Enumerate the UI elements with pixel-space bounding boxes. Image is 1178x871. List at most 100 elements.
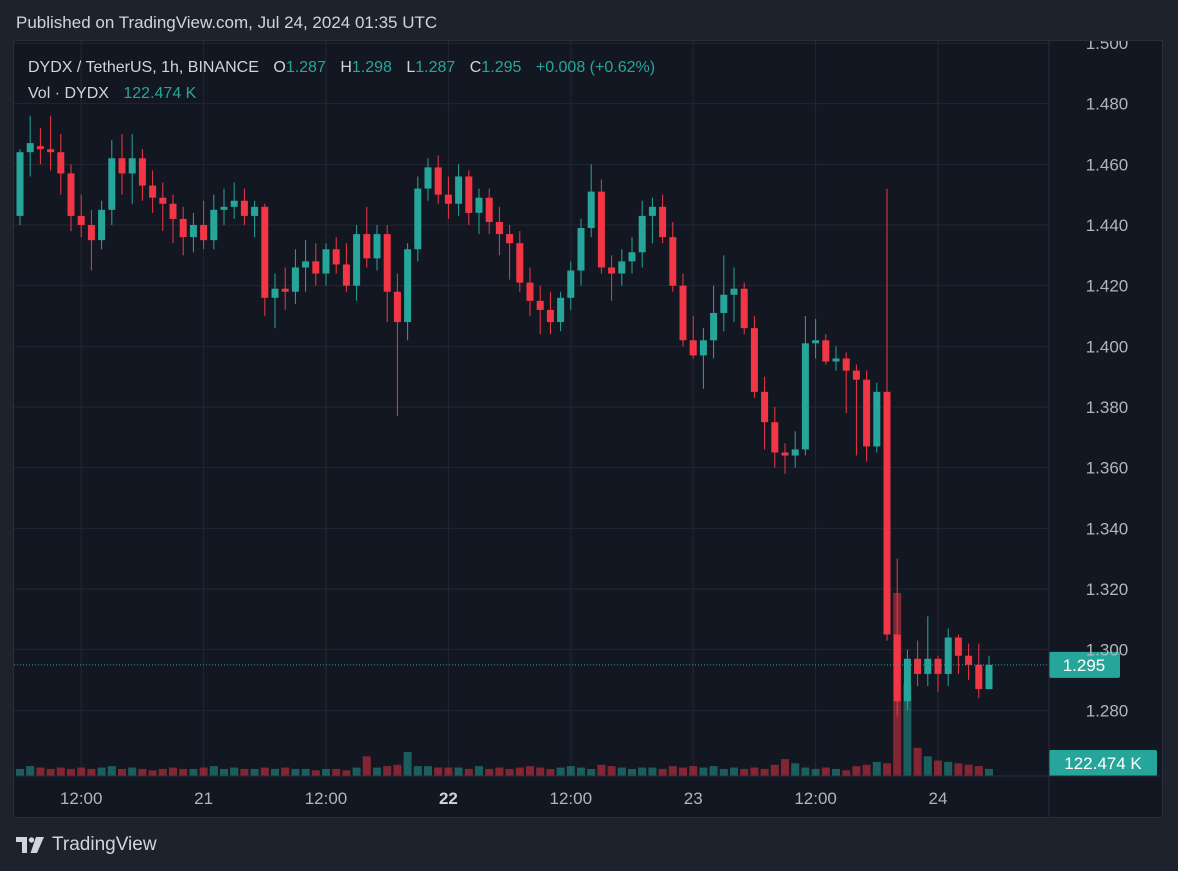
candle-body — [975, 664, 983, 690]
volume-label[interactable]: Vol · DYDX — [28, 85, 109, 102]
volume-bar — [679, 767, 687, 776]
price-tick-label: 1.320 — [1086, 580, 1129, 599]
candle — [587, 164, 595, 238]
candle — [710, 285, 718, 359]
time-tick-label: 23 — [684, 789, 703, 808]
volume-bar — [781, 759, 789, 776]
volume-tag-label: 122.474 K — [1064, 754, 1142, 773]
candle — [36, 127, 44, 165]
footer-brand[interactable]: TradingView — [16, 834, 157, 856]
candle-body — [710, 312, 718, 341]
volume-bar — [842, 770, 851, 776]
time-tick-label: 12:00 — [794, 789, 837, 808]
volume-bar — [281, 767, 290, 776]
candle-body — [414, 188, 422, 250]
candle — [424, 158, 432, 201]
candle — [638, 200, 646, 268]
candle — [281, 267, 289, 310]
volume-bar — [495, 767, 504, 776]
candle — [750, 316, 758, 398]
volume-bar — [373, 767, 381, 776]
candle — [169, 194, 177, 244]
candle — [26, 115, 34, 177]
volume-bar — [250, 768, 259, 776]
time-tick-label: 22 — [439, 789, 458, 808]
price-tick-label: 1.380 — [1086, 398, 1129, 417]
candle — [679, 273, 687, 347]
candle-body — [883, 391, 891, 635]
symbol-info[interactable]: DYDX / TetherUS, 1h, BINANCE — [28, 59, 259, 76]
price-tick-label: 1.300 — [1086, 641, 1129, 660]
chart-frame[interactable]: 1.295 122.474 K 1.280 1.300 1.320 1.340 1.360… — [13, 40, 1163, 818]
candle — [771, 407, 779, 468]
candle-body — [526, 282, 534, 301]
candle-body — [822, 340, 830, 362]
volume-bar — [607, 766, 616, 776]
volume-bar — [424, 766, 432, 776]
time-tick-label: 12:00 — [60, 789, 103, 808]
candle-body — [965, 655, 973, 665]
volume-bar — [689, 766, 698, 776]
candle-body — [659, 206, 667, 238]
candle — [138, 149, 146, 201]
candle-body — [944, 637, 952, 674]
candle-body — [240, 200, 248, 216]
volume-bar — [934, 760, 942, 776]
candle-body — [587, 191, 595, 229]
tradingview-brand-text: TradingView — [52, 834, 157, 855]
volume-bar — [617, 767, 626, 776]
candlestick-chart[interactable]: 1.295 122.474 K 1.280 1.300 1.320 1.340 1.360… — [14, 41, 1163, 818]
volume-bar — [16, 768, 24, 776]
close-value: 1.295 — [481, 59, 522, 76]
candle-body — [36, 146, 44, 150]
candle — [954, 634, 962, 674]
volume-tag — [1049, 750, 1157, 776]
volume-bars — [16, 593, 993, 776]
candle-body — [67, 173, 75, 216]
volume-bar — [403, 752, 412, 776]
candle-body — [648, 206, 656, 216]
candle-body — [251, 206, 259, 216]
candle-body — [210, 209, 218, 241]
candle-body — [638, 215, 646, 253]
volume-bar — [138, 768, 147, 776]
volume-bar — [536, 767, 545, 776]
time-tick-label: 12:00 — [550, 789, 593, 808]
candle — [546, 291, 554, 335]
candle — [118, 134, 126, 195]
volume-bar — [883, 763, 891, 776]
volume-bar — [362, 756, 371, 776]
candle-body — [934, 658, 942, 674]
candle-body — [108, 158, 116, 210]
candle — [210, 194, 218, 250]
candle-body — [455, 176, 463, 204]
volume-bar — [230, 767, 239, 776]
volume-bar — [240, 768, 249, 776]
volume-bar — [444, 767, 453, 776]
candle-body — [373, 234, 381, 259]
candle — [873, 382, 881, 453]
time-tick-label: 12:00 — [305, 789, 348, 808]
volume-bar — [118, 768, 126, 776]
volume-bar — [46, 768, 55, 776]
candle-body — [271, 288, 279, 298]
candle — [659, 194, 667, 244]
candle-body — [730, 288, 738, 295]
candle — [852, 364, 860, 456]
candle-body — [189, 225, 197, 238]
price-tick-label: 1.340 — [1086, 519, 1129, 538]
high-value: 1.298 — [351, 59, 392, 76]
volume-bar — [974, 766, 983, 776]
candle — [965, 643, 973, 680]
volume-bar — [903, 684, 912, 776]
volume-bar — [628, 768, 636, 776]
candle — [353, 225, 361, 301]
candle-body — [342, 264, 350, 286]
volume-bar — [36, 767, 45, 776]
candle — [414, 176, 422, 262]
candle — [16, 149, 24, 225]
candle — [332, 237, 340, 274]
candle — [914, 640, 922, 687]
candle — [761, 376, 769, 450]
candle — [322, 243, 330, 286]
